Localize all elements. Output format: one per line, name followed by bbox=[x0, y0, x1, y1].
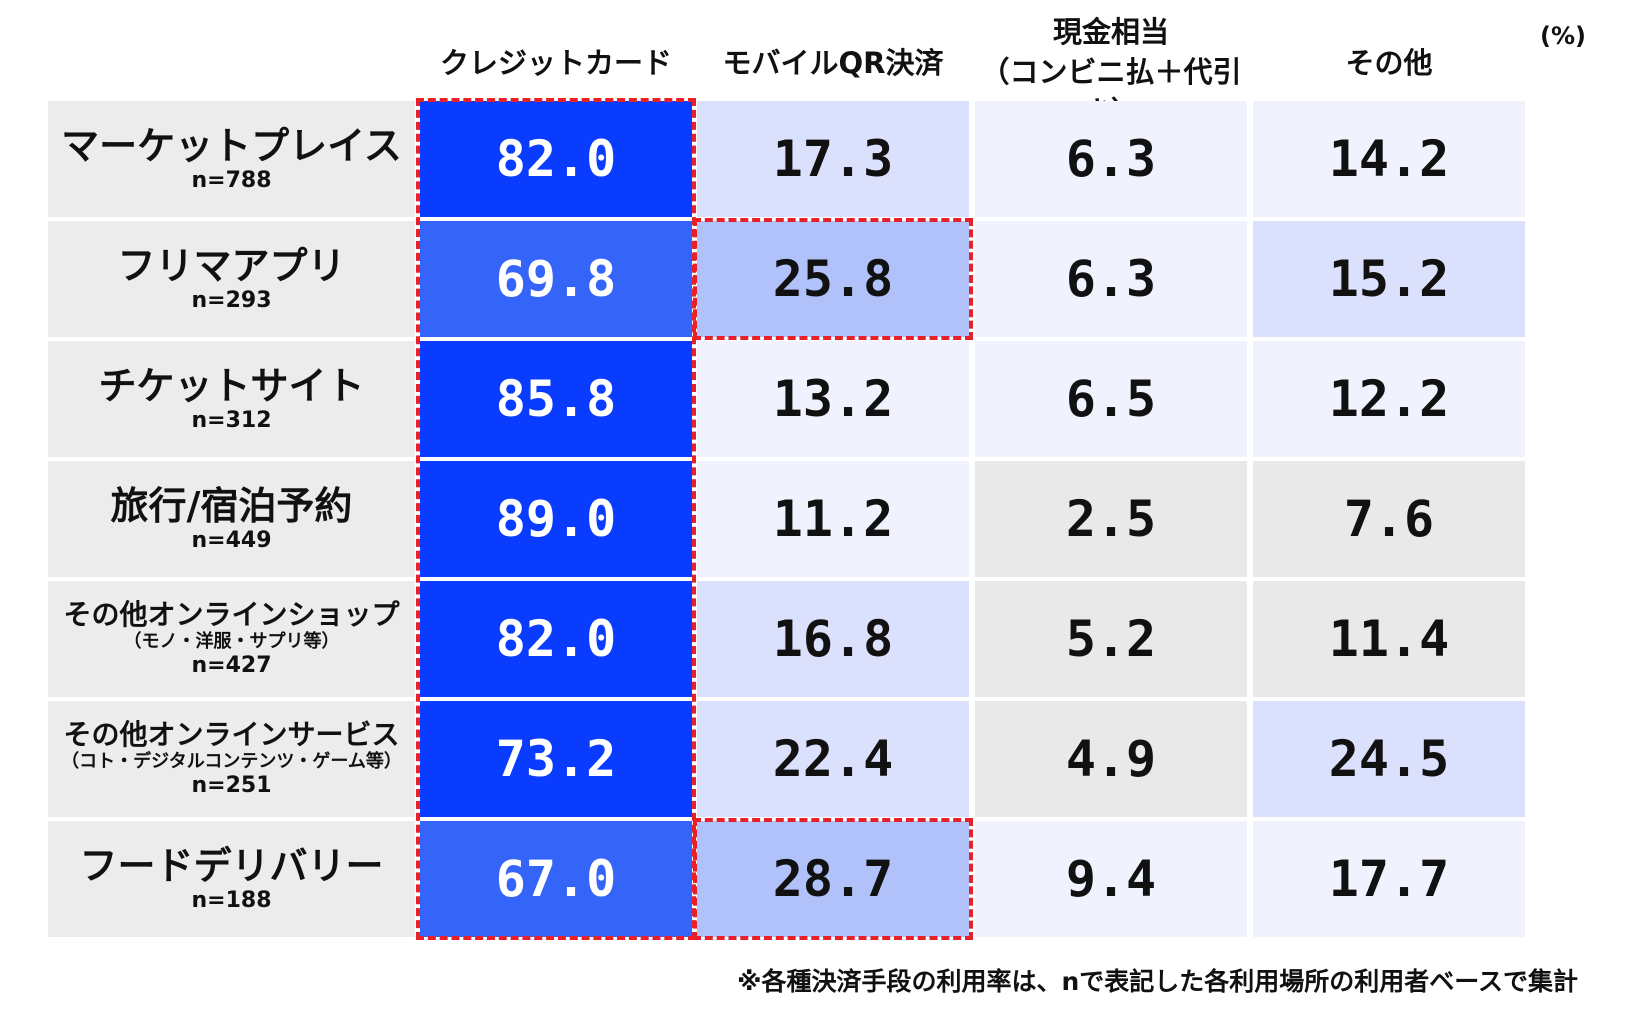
row-sample-size: n=293 bbox=[191, 288, 272, 313]
value-cell: 6.3 bbox=[975, 221, 1247, 337]
value-cell: 15.2 bbox=[1253, 221, 1525, 337]
value-cell: 11.2 bbox=[697, 461, 969, 577]
column-header-line: 現金相当 bbox=[1052, 15, 1169, 49]
value-cell: 11.4 bbox=[1253, 581, 1525, 697]
value-cell: 82.0 bbox=[420, 581, 692, 697]
row-label: その他オンラインショップ （モノ・洋服・サプリ等） n=427 bbox=[48, 581, 415, 697]
row-sample-size: n=188 bbox=[191, 888, 272, 913]
value-cell: 6.3 bbox=[975, 101, 1247, 217]
column-header: クレジットカード bbox=[420, 43, 692, 89]
value-cell: 2.5 bbox=[975, 461, 1247, 577]
value-cell: 17.3 bbox=[697, 101, 969, 217]
value-cell: 89.0 bbox=[420, 461, 692, 577]
row-subtitle: （モノ・洋服・サプリ等） bbox=[123, 631, 340, 652]
row-label: フリマアプリ n=293 bbox=[48, 221, 415, 337]
row-label: マーケットプレイス n=788 bbox=[48, 101, 415, 217]
row-name: その他オンラインサービス bbox=[63, 718, 400, 751]
row-name: その他オンラインショップ bbox=[63, 598, 400, 631]
column-header-line: クレジットカード bbox=[439, 46, 672, 80]
row-sample-size: n=427 bbox=[191, 653, 272, 678]
column-header-line: その他 bbox=[1345, 46, 1433, 80]
value-cell: 17.7 bbox=[1253, 821, 1525, 937]
row-sample-size: n=312 bbox=[191, 408, 272, 433]
value-cell: 12.2 bbox=[1253, 341, 1525, 457]
column-header-line: モバイルQR決済 bbox=[722, 46, 944, 80]
value-cell: 82.0 bbox=[420, 101, 692, 217]
row-name: マーケットプレイス bbox=[61, 124, 402, 168]
row-label: チケットサイト n=312 bbox=[48, 341, 415, 457]
value-cell: 73.2 bbox=[420, 701, 692, 817]
value-cell: 4.9 bbox=[975, 701, 1247, 817]
value-cell: 7.6 bbox=[1253, 461, 1525, 577]
row-label: その他オンラインサービス （コト・デジタルコンテンツ・ゲーム等） n=251 bbox=[48, 701, 415, 817]
value-cell: 6.5 bbox=[975, 341, 1247, 457]
column-header: 現金相当（コンビニ払＋代引き） bbox=[975, 12, 1247, 129]
footnote: ※各種決済手段の利用率は、nで表記した各利用場所の利用者ベースで集計 bbox=[737, 967, 1578, 996]
row-subtitle: （コト・デジタルコンテンツ・ゲーム等） bbox=[61, 751, 402, 772]
value-cell: 22.4 bbox=[697, 701, 969, 817]
row-name: フリマアプリ bbox=[117, 244, 346, 288]
unit-label: (%) bbox=[1540, 22, 1586, 50]
value-cell: 16.8 bbox=[697, 581, 969, 697]
row-sample-size: n=449 bbox=[191, 528, 272, 553]
column-header: モバイルQR決済 bbox=[697, 43, 969, 89]
value-cell: 5.2 bbox=[975, 581, 1247, 697]
row-label: フードデリバリー n=188 bbox=[48, 821, 415, 937]
row-label: 旅行/宿泊予約 n=449 bbox=[48, 461, 415, 577]
row-name: チケットサイト bbox=[98, 364, 365, 408]
value-cell: 13.2 bbox=[697, 341, 969, 457]
value-cell: 28.7 bbox=[697, 821, 969, 937]
value-cell: 24.5 bbox=[1253, 701, 1525, 817]
column-header: その他 bbox=[1253, 43, 1525, 89]
row-name: フードデリバリー bbox=[79, 844, 384, 888]
value-cell: 67.0 bbox=[420, 821, 692, 937]
value-cell: 9.4 bbox=[975, 821, 1247, 937]
value-cell: 25.8 bbox=[697, 221, 969, 337]
value-cell: 14.2 bbox=[1253, 101, 1525, 217]
value-cell: 69.8 bbox=[420, 221, 692, 337]
row-name: 旅行/宿泊予約 bbox=[110, 484, 353, 528]
row-sample-size: n=788 bbox=[191, 168, 272, 193]
value-cell: 85.8 bbox=[420, 341, 692, 457]
row-sample-size: n=251 bbox=[191, 773, 272, 798]
